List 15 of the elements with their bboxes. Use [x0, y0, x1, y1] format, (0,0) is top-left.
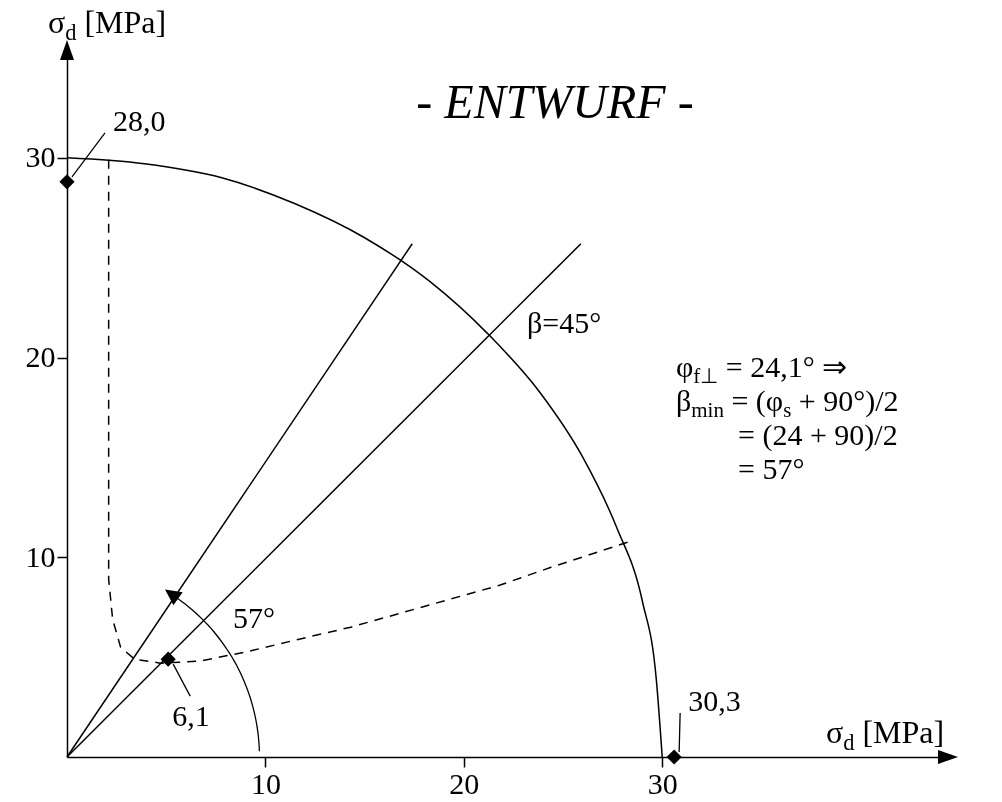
annotation: = 57°	[738, 452, 805, 485]
x-tick-label: 10	[250, 766, 281, 800]
annotation: 57°	[233, 601, 275, 634]
x-axis-title: σ$_{d}$ [MPa]	[826, 714, 945, 755]
annotation: 28,0	[113, 103, 166, 137]
annotation: 30,3	[688, 684, 741, 717]
x-tick-label: 20	[449, 766, 480, 800]
chart-title: - ENTWURF -	[416, 75, 694, 128]
y-axis-title: σ$_{d}$ [MPa]	[48, 4, 167, 45]
x-tick-label: 30	[647, 766, 678, 800]
y-tick-label: 30	[25, 140, 56, 174]
y-tick-label: 20	[25, 340, 56, 374]
annotation: β=45°	[527, 306, 602, 339]
y-tick-label: 10	[25, 539, 56, 573]
annotation: 6,1	[172, 699, 210, 733]
